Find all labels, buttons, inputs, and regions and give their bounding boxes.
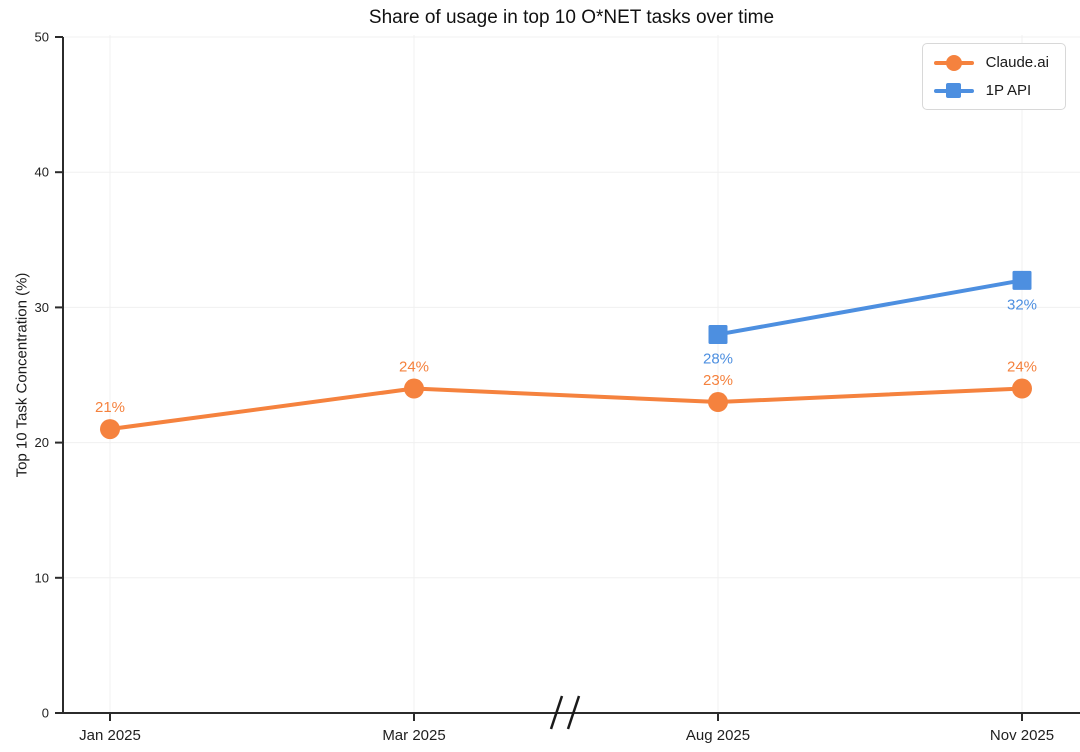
legend-circle-marker-icon [945,54,962,71]
marker-claude-ai [100,419,120,440]
legend-item-1p-api: 1P API [933,79,1049,102]
y-tick-label: 50 [35,30,49,45]
axis-break-icon [566,695,581,730]
data-label-claude-ai: 24% [1007,359,1037,376]
y-tick-label: 10 [35,570,49,585]
marker-claude-ai [708,392,728,413]
marker-1p-api [708,324,728,344]
data-label-1p-api: 28% [703,350,733,367]
legend-item-claude-ai: Claude.ai [933,51,1049,74]
y-tick-label: 0 [42,706,49,721]
y-tick-label: 30 [35,300,49,315]
y-tick-label: 40 [35,165,49,180]
x-tick-label: Nov 2025 [990,727,1054,744]
legend: Claude.ai 1P API [921,43,1066,110]
chart-title: Share of usage in top 10 O*NET tasks ove… [368,7,775,28]
legend-swatch [933,82,974,100]
x-tick-label: Aug 2025 [686,727,750,744]
legend-square-marker-icon [946,83,962,98]
marker-claude-ai [404,378,424,399]
series-line-claude-ai [108,386,1024,432]
legend-swatch [933,54,974,72]
legend-label-claude-ai: Claude.ai [985,54,1049,71]
y-axis-label: Top 10 Task Concentration (%) [13,272,31,478]
marker-claude-ai [1012,378,1032,399]
data-label-claude-ai: 24% [399,359,429,376]
data-label-claude-ai: 21% [95,399,125,416]
y-tick-label: 20 [35,435,49,450]
legend-label-1p-api: 1P API [985,82,1032,99]
series-line-1p-api [716,278,1024,337]
x-tick-label: Jan 2025 [79,727,141,744]
data-label-claude-ai: 23% [703,372,733,389]
data-label-1p-api: 32% [1007,296,1037,313]
x-tick-label: Mar 2025 [382,727,445,744]
axis-break-icon [549,695,564,730]
marker-1p-api [1012,270,1032,290]
